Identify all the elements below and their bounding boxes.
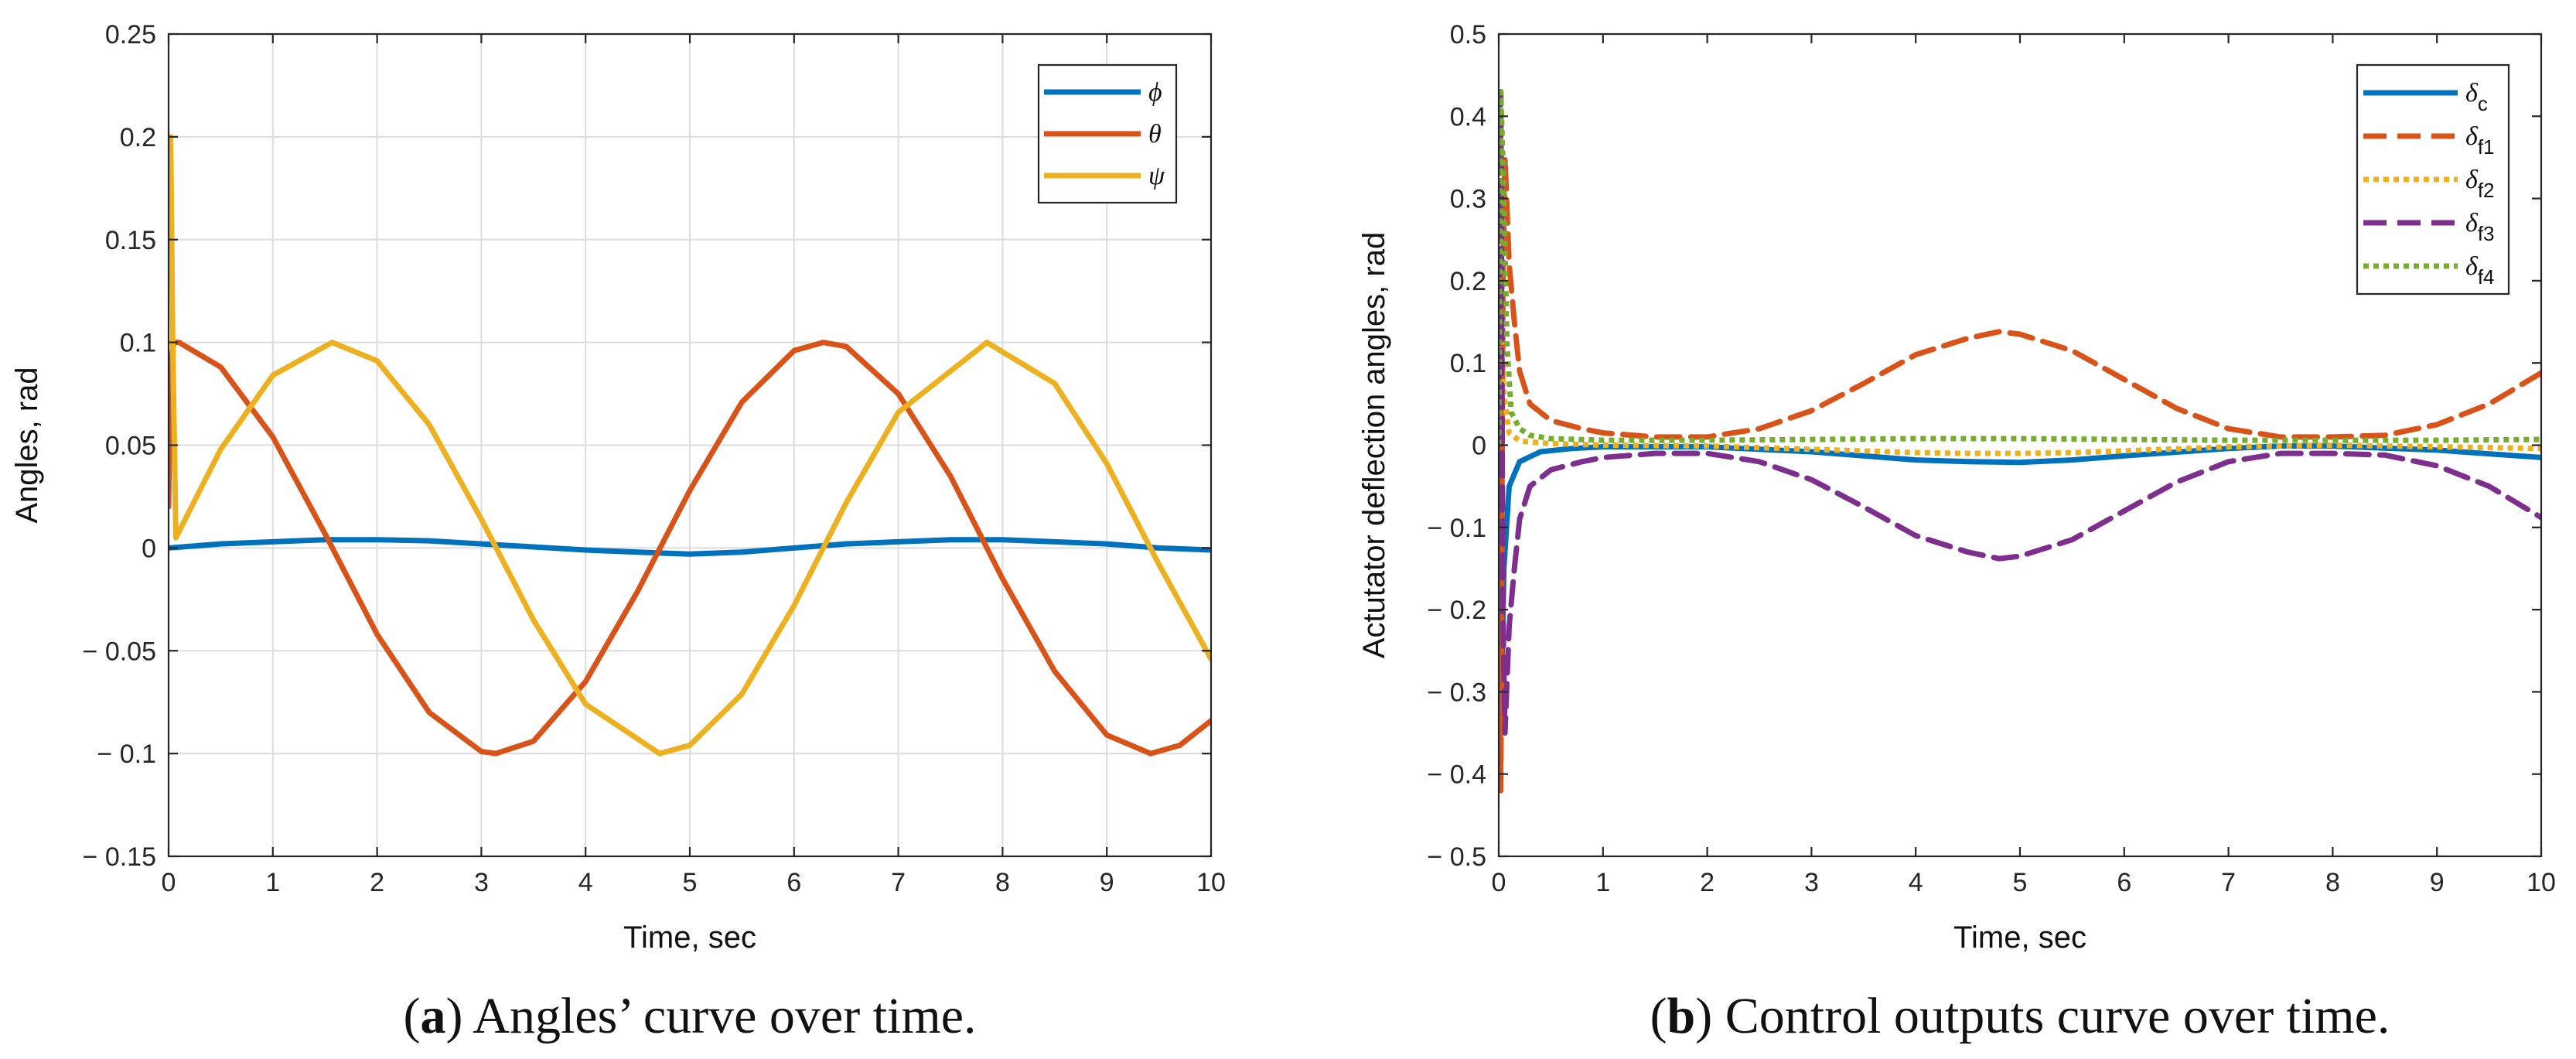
x-axis-title: Time, sec xyxy=(623,921,756,955)
y-tick-label: − 0.1 xyxy=(1427,514,1486,543)
legend-subscript: c xyxy=(2478,92,2488,115)
y-tick-label: 0.2 xyxy=(120,123,156,152)
legend-subscript: f1 xyxy=(2478,135,2495,159)
legend-label: δf4 xyxy=(2465,252,2495,289)
y-tick-label: 0.1 xyxy=(120,329,156,358)
series-line-5 xyxy=(1499,88,2541,446)
legend-label: θ xyxy=(1148,120,1162,149)
series-line-2 xyxy=(1499,155,2541,794)
y-tick-label: − 0.15 xyxy=(83,842,156,872)
y-tick-label: 0.2 xyxy=(1450,267,1486,296)
x-tick-label: 1 xyxy=(265,868,280,897)
caption-prefix: ( xyxy=(403,988,420,1044)
legend-label: ϕ xyxy=(1148,78,1162,107)
x-tick-label: 5 xyxy=(683,868,698,897)
series-line-1 xyxy=(169,537,1211,557)
grid xyxy=(169,34,1211,856)
legend-symbol: ψ xyxy=(1148,162,1165,190)
series-group xyxy=(1499,88,2541,794)
y-tick-label: − 0.1 xyxy=(97,740,156,769)
x-tick-label: 8 xyxy=(2325,868,2340,897)
legend-symbol: δ xyxy=(2465,122,2479,151)
y-tick-label: 0.15 xyxy=(105,226,156,255)
y-tick-label: 0 xyxy=(1472,432,1486,461)
caption-text: ) Control outputs curve over time. xyxy=(1695,988,2390,1044)
legend-label: ψ xyxy=(1148,162,1165,190)
legend-subscript: f2 xyxy=(2478,179,2495,202)
legend-label: δf3 xyxy=(2465,209,2495,245)
y-tick-label: 0.5 xyxy=(1450,20,1486,50)
caption-prefix: ( xyxy=(1650,988,1667,1044)
series-line-3 xyxy=(169,134,1211,757)
x-tick-label: 0 xyxy=(162,868,176,897)
y-axis-title: Actutator deflection angles, rad xyxy=(1357,232,1391,658)
legend-symbol: δ xyxy=(2465,252,2479,281)
series-line-2 xyxy=(169,340,1211,757)
caption-letter: b xyxy=(1667,988,1696,1044)
y-tick-label: 0.05 xyxy=(105,432,156,461)
x-tick-label: 7 xyxy=(891,868,906,897)
x-tick-label: 4 xyxy=(578,868,593,897)
y-tick-label: − 0.05 xyxy=(83,637,156,666)
legend-symbol: δ xyxy=(2465,209,2479,237)
y-tick-label: − 0.3 xyxy=(1427,678,1486,707)
legend-symbol: δ xyxy=(2465,79,2479,108)
x-tick-label: 2 xyxy=(1700,868,1714,897)
x-tick-label: 7 xyxy=(2221,868,2236,897)
legend-subscript: f3 xyxy=(2478,222,2495,245)
x-tick-label: 6 xyxy=(2117,868,2131,897)
x-tick-label: 2 xyxy=(370,868,384,897)
y-axis-title: Angles, rad xyxy=(10,367,44,523)
figure-caption: (a) Angles’ curve over time. xyxy=(403,988,976,1044)
y-tick-label: 0.4 xyxy=(1450,102,1486,132)
y-tick-label: 0 xyxy=(142,534,156,563)
legend: ϕθψ xyxy=(1037,63,1178,204)
y-tick-label: 0.3 xyxy=(1450,185,1486,214)
legend-box xyxy=(2356,63,2510,295)
series-group xyxy=(169,134,1211,757)
y-tick-label: 0.1 xyxy=(1450,349,1486,378)
y-tick-label: 0.25 xyxy=(105,20,156,50)
caption-text: ) Angles’ curve over time. xyxy=(445,988,976,1044)
x-tick-label: 10 xyxy=(1196,868,1226,897)
legend-symbol: ϕ xyxy=(1148,78,1162,107)
series-line-1 xyxy=(1499,443,2541,736)
legend-subscript: f4 xyxy=(2478,265,2495,289)
x-tick-label: 1 xyxy=(1595,868,1610,897)
series-line-4 xyxy=(1499,88,2541,736)
x-tick-label: 9 xyxy=(1100,868,1114,897)
figure-caption: (b) Control outputs curve over time. xyxy=(1650,988,2390,1044)
x-tick-label: 9 xyxy=(2430,868,2445,897)
y-tick-label: − 0.5 xyxy=(1427,842,1486,872)
x-tick-label: 0 xyxy=(1492,868,1506,897)
legend-label: δf1 xyxy=(2465,122,2495,159)
legend-symbol: δ xyxy=(2465,166,2479,194)
legend-label: δf2 xyxy=(2465,166,2495,202)
panel-b-chart: 0 1 2 3 4 5 6 7 8 9 10 − 0.5 − 0.4 − 0.3 − 0.2 − 0.1 0 0.… xyxy=(1357,20,2556,1044)
x-tick-label: 3 xyxy=(1804,868,1819,897)
caption-letter: a xyxy=(420,988,445,1044)
x-axis-title: Time, sec xyxy=(1953,921,2086,955)
x-tick-label: 4 xyxy=(1909,868,1923,897)
x-tick-label: 8 xyxy=(995,868,1010,897)
x-tick-label: 10 xyxy=(2527,868,2556,897)
x-tick-label: 5 xyxy=(2013,868,2028,897)
legend-label: δc xyxy=(2465,79,2488,115)
x-tick-label: 6 xyxy=(786,868,801,897)
x-tick-label: 3 xyxy=(474,868,489,897)
y-tick-label: − 0.2 xyxy=(1427,596,1486,625)
y-tick-label: − 0.4 xyxy=(1427,760,1486,790)
legend-symbol: θ xyxy=(1148,120,1162,149)
panel-a-chart: 0 1 2 3 4 5 6 7 8 9 10 − 0.15 − 0.1 − 0.05 0 0.05 0.1 0.1… xyxy=(10,20,1226,1044)
